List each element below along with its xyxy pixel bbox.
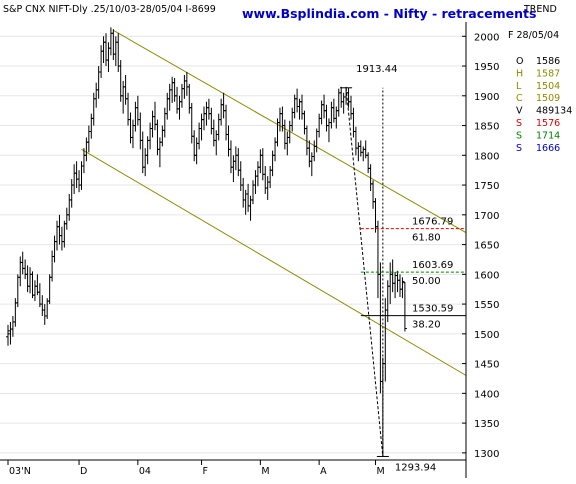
price-bars xyxy=(6,27,407,457)
info-row-value: 1586 xyxy=(536,56,560,67)
price-tick-label: 1700 xyxy=(474,211,499,222)
retracement-pct: 38.20 xyxy=(412,320,441,331)
info-row-label: O xyxy=(516,56,523,67)
price-tick-label: 1300 xyxy=(474,449,499,460)
info-row-value: 1587 xyxy=(536,68,560,79)
price-tick-label: 1850 xyxy=(474,122,499,133)
date-tick-label: M xyxy=(377,466,385,477)
date-axis: 03'N D 04 F M A M xyxy=(7,460,385,477)
price-tick-label: 1450 xyxy=(474,360,499,371)
price-tick-label: 1750 xyxy=(474,181,499,192)
channel-line-lower xyxy=(81,148,467,376)
info-row-label: L xyxy=(516,81,522,92)
price-tick-label: 1350 xyxy=(474,419,499,430)
price-tick-label: 1650 xyxy=(474,241,499,252)
info-row-value: 489134 xyxy=(536,106,572,117)
date-tick-label: 04 xyxy=(139,466,151,477)
info-row-value: 1509 xyxy=(536,93,560,104)
info-row-value: 1714 xyxy=(536,130,560,141)
date-tick-label: M xyxy=(261,466,269,477)
info-row-label: C xyxy=(516,93,523,104)
price-annotations: 1913.44 1293.94 xyxy=(356,64,436,474)
retracement-price: 1603.69 xyxy=(412,260,453,271)
site-title: www.Bsplindia.com - Nifty - retracements xyxy=(242,6,536,21)
price-tick-label: 1600 xyxy=(474,270,499,281)
price-tick-label: 1900 xyxy=(474,92,499,103)
info-row-label: S xyxy=(516,118,522,129)
info-date: F 28/05/04 xyxy=(508,30,559,41)
date-tick-label: F xyxy=(203,466,208,477)
ohlc-bar xyxy=(402,282,407,332)
price-axis: 2000 1950 1900 1850 1800 1750 1700 1650 1600 1550… xyxy=(462,32,499,460)
info-row-value: 1504 xyxy=(536,81,560,92)
swing-high-label: 1913.44 xyxy=(356,64,397,75)
retracement-pct: 50.00 xyxy=(412,276,441,287)
info-row-label: V xyxy=(516,106,523,117)
info-row-label: S xyxy=(516,130,522,141)
ohlc-bar xyxy=(400,277,405,299)
retracement-levels: 1676.79 61.80 1603.69 50.00 1530.59 38.20 xyxy=(360,217,466,331)
swing-low-label: 1293.94 xyxy=(395,462,436,473)
price-tick-label: 1800 xyxy=(474,151,499,162)
info-panel: F 28/05/04 O 1586 H 1587 L 1504 C 1509 V 489134 S 1… xyxy=(508,30,572,154)
info-row-label: S xyxy=(516,143,522,154)
instrument-label: S&P CNX NIFT-Dly .25/10/03-28/05/04 I-86… xyxy=(3,4,216,15)
trend-label: TREND xyxy=(523,4,557,15)
grid-layer xyxy=(0,35,466,454)
info-row-value: 1576 xyxy=(536,118,560,129)
retracement-price: 1676.79 xyxy=(412,217,453,228)
retracement-pct: 61.80 xyxy=(412,233,441,244)
date-tick-label: A xyxy=(320,466,327,477)
retracement-price: 1530.59 xyxy=(412,304,453,315)
ohlc-bar xyxy=(6,324,10,346)
info-row-label: H xyxy=(516,68,523,79)
date-tick-label: D xyxy=(80,466,87,477)
info-row-value: 1666 xyxy=(536,143,560,154)
date-tick-label: 03'N xyxy=(9,466,31,477)
price-tick-label: 1500 xyxy=(474,330,499,341)
price-tick-label: 1950 xyxy=(474,62,499,73)
price-tick-label: 1550 xyxy=(474,300,499,311)
price-tick-label: 2000 xyxy=(474,32,499,43)
price-tick-label: 1400 xyxy=(474,389,499,400)
swing-line xyxy=(345,87,384,457)
